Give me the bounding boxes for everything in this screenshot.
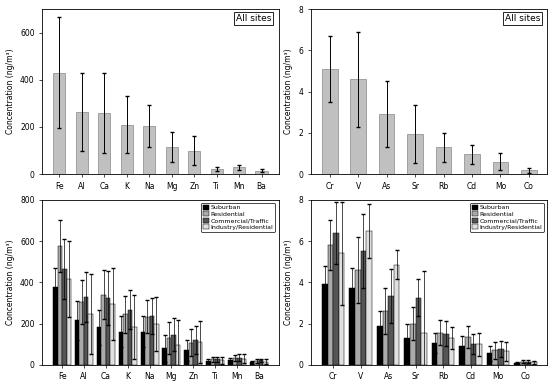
Bar xyxy=(106,298,110,365)
Bar xyxy=(123,314,128,365)
Bar xyxy=(132,327,137,365)
Bar xyxy=(145,317,149,365)
Bar xyxy=(228,360,233,365)
Bar xyxy=(487,353,492,365)
Bar xyxy=(471,344,476,365)
Bar xyxy=(194,340,198,365)
Bar xyxy=(140,332,145,365)
Y-axis label: Concentration (ng/m³): Concentration (ng/m³) xyxy=(6,240,14,325)
Bar xyxy=(521,170,537,174)
Bar xyxy=(58,246,62,365)
Bar xyxy=(171,335,176,365)
Bar xyxy=(263,362,268,365)
Bar xyxy=(233,358,237,365)
Bar xyxy=(98,113,111,174)
Y-axis label: Concentration (ng/m³): Concentration (ng/m³) xyxy=(284,49,293,134)
Bar xyxy=(333,233,339,365)
Bar xyxy=(163,348,167,365)
Bar xyxy=(349,288,355,365)
Bar xyxy=(421,333,427,365)
Bar xyxy=(211,360,215,365)
Bar xyxy=(459,346,465,365)
Bar xyxy=(53,73,65,174)
Bar xyxy=(220,360,224,365)
Y-axis label: Concentration (ng/m³): Concentration (ng/m³) xyxy=(284,240,293,325)
Bar xyxy=(464,154,480,174)
Bar xyxy=(165,147,178,174)
Bar xyxy=(206,361,211,365)
Bar xyxy=(448,338,455,365)
Bar xyxy=(476,344,482,365)
Bar xyxy=(259,360,263,365)
Bar xyxy=(242,359,246,365)
Bar xyxy=(66,279,71,365)
Bar xyxy=(504,351,509,365)
Bar xyxy=(388,296,394,365)
Bar xyxy=(436,147,451,174)
Text: All sites: All sites xyxy=(236,14,272,23)
Legend: Suburban, Residential, Commercial/Traffic, Industry/Residential: Suburban, Residential, Commercial/Traffi… xyxy=(469,203,544,232)
Bar xyxy=(322,284,327,365)
Bar xyxy=(250,362,254,365)
Bar xyxy=(75,320,80,365)
Bar xyxy=(62,269,66,365)
Bar xyxy=(520,362,525,365)
Bar xyxy=(379,114,394,174)
Bar xyxy=(88,314,93,365)
Bar xyxy=(184,350,189,365)
Bar xyxy=(443,334,448,365)
Bar xyxy=(233,168,246,174)
Bar xyxy=(255,171,268,174)
Bar xyxy=(110,304,115,365)
Bar xyxy=(531,362,537,365)
Bar xyxy=(143,126,155,174)
Bar xyxy=(416,298,421,365)
Bar xyxy=(128,310,132,365)
Bar xyxy=(149,316,154,365)
Bar xyxy=(339,253,345,365)
Text: All sites: All sites xyxy=(505,14,540,23)
Bar xyxy=(211,169,223,174)
Y-axis label: Concentration (ng/m³): Concentration (ng/m³) xyxy=(6,49,14,134)
Bar xyxy=(215,359,220,365)
Bar xyxy=(437,333,443,365)
Bar xyxy=(176,344,180,365)
Bar xyxy=(327,245,333,365)
Bar xyxy=(404,338,410,365)
Bar xyxy=(76,111,88,174)
Bar xyxy=(189,342,194,365)
Bar xyxy=(101,295,106,365)
Bar xyxy=(410,324,416,365)
Legend: Suburban, Residential, Commercial/Traffic, Industry/Residential: Suburban, Residential, Commercial/Traffi… xyxy=(201,203,275,232)
Bar xyxy=(80,302,84,365)
Bar xyxy=(84,297,88,365)
Bar xyxy=(432,343,437,365)
Bar xyxy=(514,363,520,365)
Bar xyxy=(377,325,383,365)
Bar xyxy=(121,125,133,174)
Bar xyxy=(119,332,123,365)
Bar xyxy=(355,270,361,365)
Bar xyxy=(154,324,159,365)
Bar xyxy=(198,342,202,365)
Bar xyxy=(383,311,388,365)
Bar xyxy=(237,358,242,365)
Bar xyxy=(351,79,366,174)
Bar xyxy=(408,134,423,174)
Bar xyxy=(492,350,498,365)
Bar xyxy=(394,265,399,365)
Bar xyxy=(254,361,259,365)
Bar xyxy=(498,349,504,365)
Bar xyxy=(322,69,337,174)
Bar xyxy=(53,288,58,365)
Bar xyxy=(366,231,372,365)
Bar xyxy=(167,338,171,365)
Bar xyxy=(465,337,471,365)
Bar xyxy=(525,362,531,365)
Bar xyxy=(188,151,200,174)
Bar xyxy=(97,327,101,365)
Bar xyxy=(361,251,366,365)
Bar xyxy=(493,162,508,174)
